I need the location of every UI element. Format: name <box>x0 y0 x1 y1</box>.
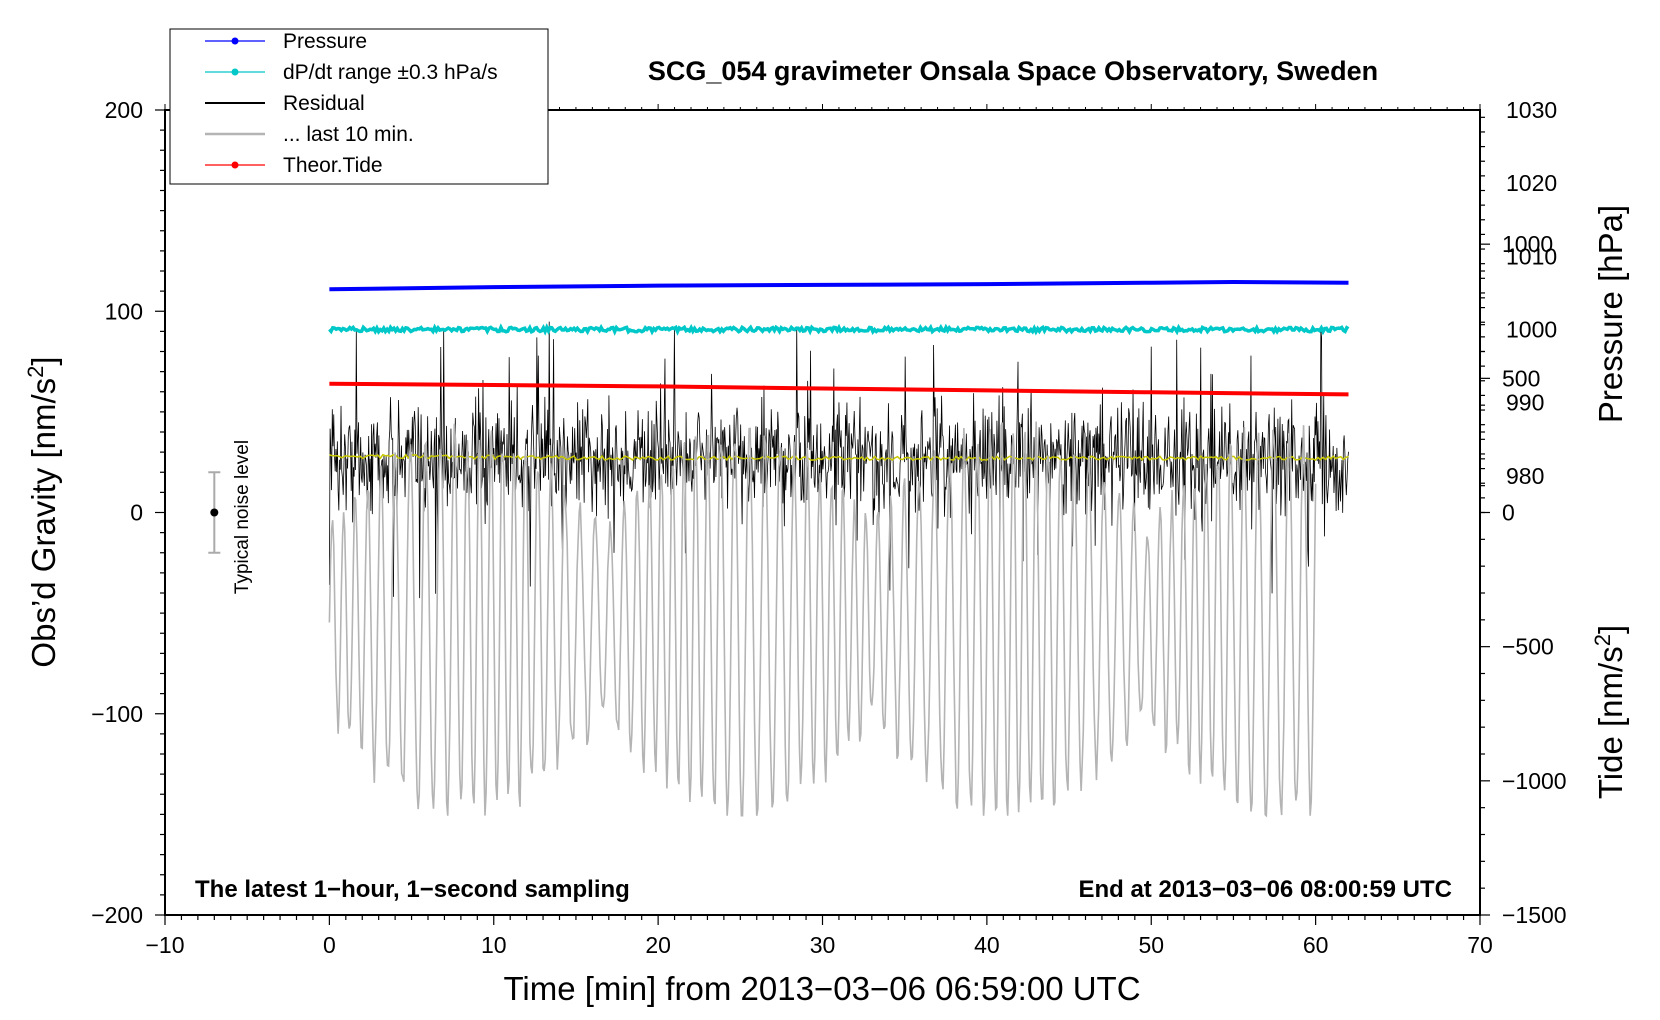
residual-smoothed-line <box>329 453 1349 462</box>
legend: Pressure dP/dt range ±0.3 hPa/s Residual..… <box>169 28 549 185</box>
dpdt-series <box>328 323 1350 336</box>
x-tick-label: 40 <box>974 932 1000 958</box>
y-tick-label: 200 <box>105 97 143 123</box>
legend-label: Pressure <box>283 30 367 53</box>
y-axis-ticks: −200 −100 0 100 200 <box>91 97 165 928</box>
legend-marker <box>231 161 239 169</box>
y-tick-label: −200 <box>91 902 143 928</box>
pressure-tick-label: 1030 <box>1506 97 1557 123</box>
x-axis-label: Time [min] from 2013−03−06 06:59:00 UTC <box>503 970 1140 1007</box>
legend-box <box>169 28 549 185</box>
x-tick-label: 50 <box>1138 932 1164 958</box>
tide-tick-label: −1000 <box>1502 768 1567 794</box>
tide-axis-ticks: −1500 −1000 −500 0 500 1000 <box>1480 231 1567 928</box>
legend-label: dP/dt range ±0.3 hPa/s <box>283 61 498 84</box>
y-axis-label: Obs’d Gravity [nm/s2] <box>23 356 62 667</box>
pressure-line <box>329 279 1349 292</box>
x-tick-label: 10 <box>481 932 507 958</box>
noise-level-bar <box>208 471 221 554</box>
y-tick-label: 100 <box>105 298 143 324</box>
residual-smoothed-series <box>329 453 1349 462</box>
tide-tick-label: −500 <box>1502 634 1554 660</box>
legend-marker <box>231 37 239 45</box>
last-10-min-series <box>328 421 1317 818</box>
legend-label: ... last 10 min. <box>283 123 414 146</box>
annotation-right: End at 2013−03−06 08:00:59 UTC <box>1078 876 1452 903</box>
x-axis-ticks: −10 0 10 20 30 40 50 60 70 <box>145 104 1493 958</box>
y-tick-label: −100 <box>91 701 143 727</box>
noise-bar-dot <box>210 508 219 517</box>
pressure-tick-label: 980 <box>1506 463 1544 489</box>
x-tick-label: 70 <box>1467 932 1493 958</box>
annotation-left: The latest 1−hour, 1−second sampling <box>195 876 630 903</box>
residual-series <box>328 321 1349 599</box>
last-10-min-line <box>328 421 1317 818</box>
tide-tick-label: −1500 <box>1502 902 1567 928</box>
legend-label: Theor.Tide <box>283 154 383 177</box>
tide-tick-label: 1000 <box>1502 231 1553 257</box>
theor-tide-line <box>329 381 1349 397</box>
x-tick-label: 20 <box>645 932 671 958</box>
x-tick-label: −10 <box>145 932 184 958</box>
pressure-series <box>329 279 1349 292</box>
pressure-tick-label: 1010 <box>1506 243 1557 269</box>
y-axis-label-sup: 2 <box>23 366 48 378</box>
tide-axis-label: Tide [nm/s2] <box>1590 625 1629 799</box>
x-tick-label: 60 <box>1303 932 1329 958</box>
pressure-tick-label: 1020 <box>1506 170 1557 196</box>
x-tick-label: 30 <box>810 932 836 958</box>
pressure-axis-label: Pressure [hPa] <box>1592 205 1629 423</box>
pressure-tick-label: 1000 <box>1506 317 1557 343</box>
tide-axis-label-sup: 2 <box>1590 634 1615 646</box>
legend-label: Residual <box>283 92 365 115</box>
y-tick-label: 0 <box>130 500 143 526</box>
legend-marker <box>231 68 239 76</box>
x-tick-label: 0 <box>323 932 336 958</box>
chart-title: SCG_054 gravimeter Onsala Space Observat… <box>648 56 1378 86</box>
noise-level-label: Typical noise level <box>232 440 253 594</box>
tide-tick-label: 500 <box>1502 365 1540 391</box>
theor-tide-series <box>329 381 1349 397</box>
tide-tick-label: 0 <box>1502 500 1515 526</box>
dpdt-line <box>328 323 1350 336</box>
residual-line <box>328 321 1349 599</box>
pressure-tick-label: 990 <box>1506 390 1544 416</box>
